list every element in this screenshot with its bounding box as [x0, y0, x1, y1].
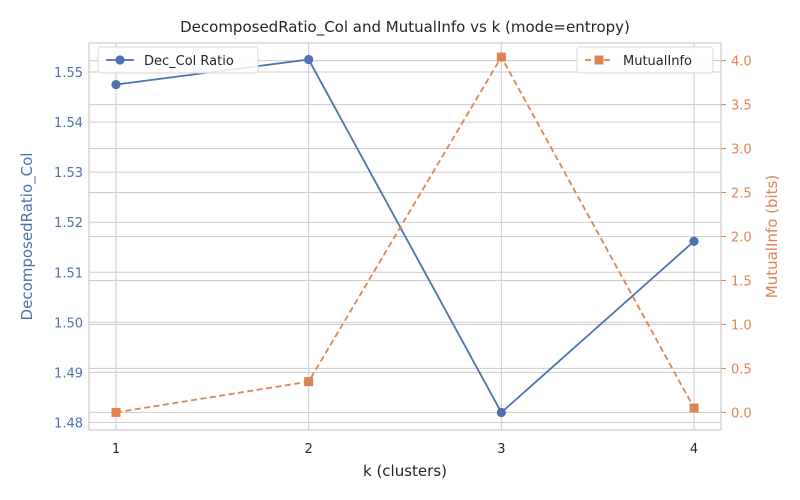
legend-box: [576, 46, 714, 74]
y-right-tick-label: 2.5: [731, 187, 752, 202]
y-right-tick-label: 0.5: [731, 362, 752, 377]
legend-label: MutualInfo: [623, 54, 692, 69]
series-layer: [111, 52, 699, 418]
data-point-circle: [304, 54, 314, 65]
legend-layer: Dec_Col Ratio MutualInfo: [97, 46, 714, 74]
legend-box: [97, 46, 259, 74]
x-tick-label: 1: [112, 442, 120, 457]
data-point-square: [496, 52, 506, 62]
y-left-tick-label: 1.49: [54, 366, 83, 381]
data-point-circle: [111, 79, 121, 90]
y-axis-left-title: DecomposedRatio_Col: [18, 153, 37, 321]
y-right-tick-label: 0.0: [731, 406, 752, 421]
chart-title: DecomposedRatio_Col and MutualInfo vs k …: [180, 18, 630, 37]
legend-label: Dec_Col Ratio: [144, 54, 234, 69]
data-point-circle: [689, 236, 699, 246]
y-right-tick-label: 3.0: [731, 143, 752, 158]
y-left-tick-label: 1.50: [54, 316, 83, 331]
legend-marker-circle: [115, 55, 125, 65]
data-point-circle: [496, 407, 506, 418]
data-point-square: [111, 407, 121, 417]
y-right-tick-label: 3.5: [731, 99, 752, 114]
y-left-tick-label: 1.53: [54, 166, 83, 181]
y-left-tick-label: 1.51: [54, 266, 83, 281]
y-left-tick-label: 1.52: [54, 216, 83, 231]
legend-left: Dec_Col Ratio: [97, 46, 259, 74]
y-right-tick-label: 1.5: [731, 274, 752, 289]
y-left-tick-label: 1.54: [54, 116, 83, 131]
series-line-mutual-info: [115, 55, 695, 414]
x-tick-label: 3: [497, 442, 505, 457]
axis-layer: 1 2 3 4 1.48 1.49 1.50 1.51 1.52 1.53 1.54 1.55 0.0 0…: [54, 55, 752, 457]
x-axis-title: k (clusters): [363, 462, 447, 480]
data-point-square: [304, 377, 314, 387]
legend-marker-square: [594, 55, 604, 65]
y-axis-right-title: MutualInfo (bits): [763, 175, 781, 298]
y-left-tick-label: 1.48: [54, 416, 83, 431]
legend-right: MutualInfo: [576, 46, 714, 74]
y-right-tick-label: 2.0: [731, 231, 752, 246]
y-right-tick-label: 1.0: [731, 318, 752, 333]
data-point-square: [689, 403, 699, 413]
y-left-tick-label: 1.55: [54, 66, 83, 81]
y-right-tick-label: 4.0: [731, 55, 752, 70]
x-tick-label: 4: [690, 442, 698, 457]
x-tick-label: 2: [305, 442, 313, 457]
